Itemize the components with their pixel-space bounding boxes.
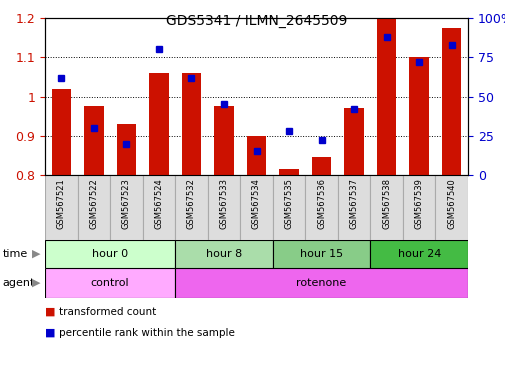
Text: GSM567534: GSM567534	[251, 178, 261, 229]
Bar	[45, 240, 175, 268]
Text: hour 8: hour 8	[206, 249, 241, 259]
Bar	[279, 169, 298, 175]
Bar	[311, 157, 331, 175]
Text: ▶: ▶	[32, 278, 40, 288]
Bar	[305, 175, 337, 240]
Text: GSM567521: GSM567521	[57, 178, 66, 229]
Text: GSM567536: GSM567536	[317, 178, 325, 229]
Text: GSM567539: GSM567539	[414, 178, 423, 229]
Text: percentile rank within the sample: percentile rank within the sample	[59, 328, 234, 338]
Text: time: time	[3, 249, 28, 259]
Text: GSM567532: GSM567532	[186, 178, 195, 229]
Bar	[246, 136, 266, 175]
Text: rotenone: rotenone	[296, 278, 346, 288]
Bar	[435, 175, 467, 240]
Bar	[409, 57, 428, 175]
Bar	[45, 175, 77, 240]
Bar	[272, 240, 370, 268]
Bar	[84, 106, 104, 175]
Text: control: control	[90, 278, 129, 288]
Text: transformed count: transformed count	[59, 307, 156, 317]
Text: GSM567533: GSM567533	[219, 178, 228, 229]
Bar	[370, 175, 402, 240]
Bar	[272, 175, 305, 240]
Text: GSM567540: GSM567540	[446, 178, 456, 229]
Bar	[175, 268, 467, 298]
Text: hour 0: hour 0	[92, 249, 128, 259]
Bar	[45, 268, 175, 298]
Text: GSM567535: GSM567535	[284, 178, 293, 229]
Bar	[207, 175, 240, 240]
Text: GSM567538: GSM567538	[381, 178, 390, 229]
Bar	[441, 28, 461, 175]
Bar	[142, 175, 175, 240]
Text: hour 15: hour 15	[299, 249, 342, 259]
Text: ■: ■	[45, 307, 56, 317]
Bar	[214, 106, 233, 175]
Text: GSM567537: GSM567537	[349, 178, 358, 229]
Bar	[344, 108, 363, 175]
Text: hour 24: hour 24	[397, 249, 440, 259]
Text: GDS5341 / ILMN_2645509: GDS5341 / ILMN_2645509	[166, 14, 346, 28]
Bar	[110, 175, 142, 240]
Text: agent: agent	[3, 278, 35, 288]
Bar	[376, 18, 395, 175]
Bar	[116, 124, 136, 175]
Text: ■: ■	[45, 328, 56, 338]
Bar	[52, 89, 71, 175]
Text: GSM567522: GSM567522	[89, 178, 98, 229]
Text: GSM567524: GSM567524	[154, 178, 163, 229]
Bar	[240, 175, 272, 240]
Bar	[370, 240, 467, 268]
Bar	[175, 175, 207, 240]
Bar	[149, 73, 168, 175]
Bar	[402, 175, 435, 240]
Text: GSM567523: GSM567523	[122, 178, 131, 229]
Bar	[175, 240, 272, 268]
Text: ▶: ▶	[32, 249, 40, 259]
Bar	[181, 73, 201, 175]
Bar	[77, 175, 110, 240]
Bar	[337, 175, 370, 240]
